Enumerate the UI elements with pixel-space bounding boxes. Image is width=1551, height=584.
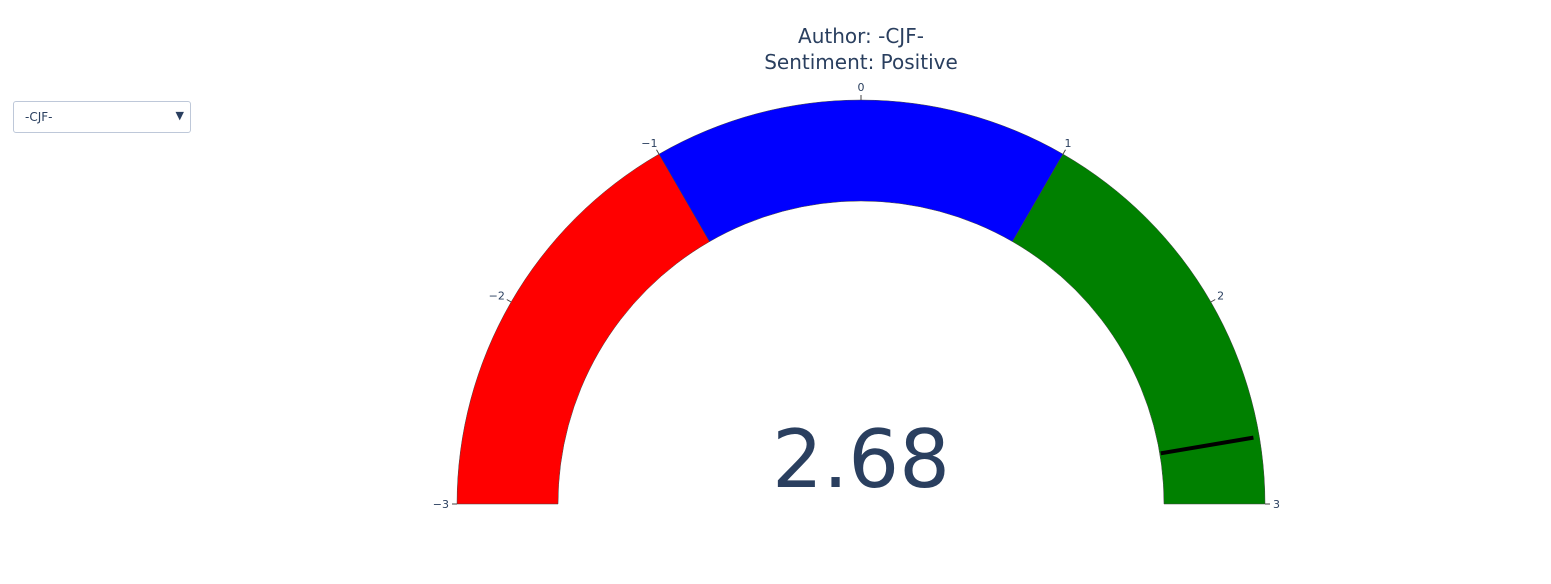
gauge-threshold-line bbox=[1160, 435, 1254, 456]
gauge-title-line-1: Author: -CJF- bbox=[798, 24, 924, 48]
gauge-value: 2.68 bbox=[772, 413, 950, 506]
author-dropdown-value: -CJF- bbox=[25, 110, 53, 124]
gauge-ticks: −3 −2 −1 0 1 2 3 bbox=[433, 81, 1280, 511]
gauge-tick-label-1: −2 bbox=[489, 290, 505, 303]
gauge-tick-label-3: 0 bbox=[858, 81, 865, 94]
gauge-step-1 bbox=[658, 99, 1064, 242]
gauge-threshold bbox=[1160, 435, 1254, 456]
gauge-tick-label-2: −1 bbox=[641, 137, 657, 150]
author-dropdown[interactable]: -CJF- ▼ bbox=[13, 101, 191, 133]
gauge-tick-label-4: 1 bbox=[1065, 137, 1072, 150]
gauge-tick-label-5: 2 bbox=[1217, 290, 1224, 303]
gauge-tick-2 bbox=[656, 149, 660, 155]
gauge-title-line-2: Sentiment: Positive bbox=[764, 50, 958, 74]
gauge-tick-4 bbox=[1062, 149, 1066, 155]
gauge-step-0 bbox=[456, 153, 710, 505]
gauge-steps bbox=[456, 99, 1266, 505]
gauge-tick-1 bbox=[506, 299, 512, 303]
gauge-tick-label-0: −3 bbox=[433, 498, 449, 511]
gauge-step-2 bbox=[1012, 153, 1266, 505]
gauge-tick-label-6: 3 bbox=[1273, 498, 1280, 511]
triangle-down-icon: ▼ bbox=[175, 109, 184, 122]
gauge-tick-5 bbox=[1210, 299, 1216, 303]
